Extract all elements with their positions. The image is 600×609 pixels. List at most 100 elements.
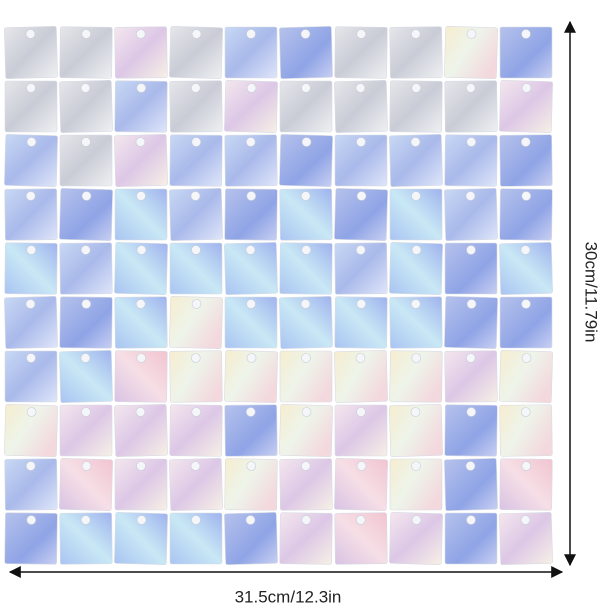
sequin	[114, 80, 168, 133]
sequin-hole	[466, 137, 477, 147]
sequin	[334, 134, 388, 187]
sequin	[4, 188, 58, 241]
sequin-face	[169, 296, 223, 349]
sequin-hole	[356, 461, 367, 471]
sequin	[389, 458, 443, 511]
sequin-face	[334, 188, 388, 241]
sequin	[389, 26, 443, 79]
sequin-hole	[136, 353, 147, 363]
sequin-hole	[25, 461, 36, 471]
sequin	[224, 80, 278, 133]
sequin	[114, 134, 168, 187]
sequin	[499, 26, 553, 79]
sequin	[59, 350, 113, 403]
sequin-hole	[465, 353, 476, 363]
sequin-face	[4, 296, 58, 349]
sequin-face	[499, 242, 553, 295]
sequin-hole	[356, 407, 366, 417]
sequin	[59, 296, 113, 349]
sequin-hole	[136, 245, 147, 255]
sequin	[114, 188, 168, 241]
sequin	[279, 350, 333, 403]
sequin-face	[444, 512, 498, 565]
sequin	[499, 350, 553, 403]
sequin-face	[279, 26, 333, 79]
sequin-hole	[300, 461, 311, 471]
sequin-face	[114, 350, 168, 403]
sequin-face	[59, 26, 113, 79]
sequin	[334, 296, 388, 349]
sequin-hole	[135, 299, 146, 309]
sequin-hole	[356, 191, 367, 201]
sequin-face	[169, 512, 223, 565]
sequin-hole	[411, 461, 421, 471]
sequin	[224, 242, 278, 295]
sequin-hole	[466, 29, 477, 39]
sequin-face	[114, 134, 168, 187]
sequin-hole	[301, 407, 312, 417]
sequin-face	[4, 26, 58, 79]
sequin-hole	[191, 29, 202, 39]
sequin-hole	[26, 83, 36, 93]
sequin-face	[389, 296, 443, 349]
height-label: 30cm/11.79in	[582, 242, 600, 343]
sequin-face	[169, 26, 223, 79]
sequin-face	[114, 80, 168, 133]
sequin-face	[389, 242, 443, 295]
sequin-face	[499, 80, 553, 133]
sequin-hole	[356, 137, 366, 147]
sequin-hole	[355, 353, 366, 363]
sequin	[499, 80, 553, 133]
sequin-hole	[245, 515, 256, 525]
sequin-hole	[301, 83, 311, 93]
sequin	[114, 296, 168, 349]
sequin-face	[169, 80, 223, 133]
sequin-hole	[245, 407, 256, 417]
sequin-face	[389, 350, 443, 403]
sequin-hole	[465, 83, 476, 93]
sequin-hole	[81, 407, 91, 417]
sequin	[279, 296, 333, 349]
sequin	[224, 188, 278, 241]
sequin	[169, 296, 223, 349]
sequin	[59, 188, 113, 241]
sequin-hole	[356, 299, 367, 309]
sequin	[4, 404, 58, 457]
sequin	[169, 26, 223, 79]
sequin-face	[169, 404, 223, 457]
sequin-hole	[411, 515, 422, 525]
sequin	[444, 512, 498, 565]
sequin	[389, 242, 443, 295]
sequin-face	[444, 26, 498, 79]
sequin-face	[279, 350, 333, 403]
sequin-face	[279, 80, 333, 133]
sequin-hole	[136, 191, 146, 201]
sequin	[279, 80, 333, 133]
sequin-hole	[191, 299, 202, 309]
sequin-hole	[300, 191, 311, 201]
sequin-hole	[520, 407, 531, 417]
sequin	[114, 458, 168, 511]
sequin-hole	[191, 515, 201, 525]
sequin-hole	[190, 461, 201, 471]
sequin	[389, 404, 443, 457]
sequin-hole	[80, 83, 91, 93]
sequin-face	[389, 404, 443, 457]
sequin-hole	[26, 407, 37, 417]
sequin-hole	[410, 407, 421, 417]
sequin	[499, 512, 553, 565]
sequin	[169, 350, 223, 403]
sequin-hole	[135, 29, 146, 39]
sequin	[169, 188, 223, 241]
sequin-hole	[26, 353, 36, 363]
sequin-face	[4, 80, 58, 133]
sequin-hole	[521, 191, 532, 201]
sequin-hole	[190, 83, 201, 93]
sequin-face	[444, 350, 498, 403]
sequin-hole	[136, 83, 147, 93]
sequin	[114, 350, 168, 403]
sequin-hole	[355, 245, 366, 255]
sequin-face	[334, 350, 388, 403]
sequin-hole	[465, 191, 476, 201]
sequin	[224, 350, 278, 403]
